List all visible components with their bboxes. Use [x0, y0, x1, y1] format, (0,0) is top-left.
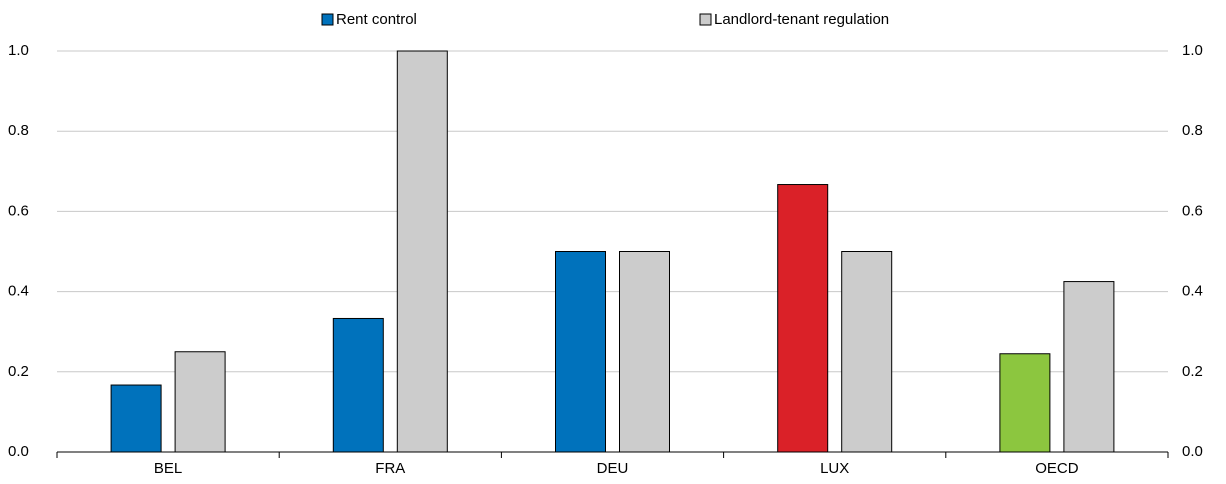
- bar: [174, 351, 226, 453]
- bar: [1063, 281, 1115, 453]
- x-tick-label: DEU: [597, 460, 629, 477]
- y2-tick-label: 0.4: [1182, 283, 1203, 300]
- y2-tick-label: 0.8: [1182, 122, 1203, 139]
- bar: [841, 251, 893, 453]
- y-tick-label: 0.8: [8, 122, 29, 139]
- legend-label: Landlord-tenant regulation: [714, 11, 889, 28]
- bar: [619, 251, 670, 453]
- legend-swatch: [321, 13, 334, 26]
- x-tick-label: LUX: [820, 460, 849, 477]
- bar: [110, 384, 162, 453]
- y-tick-label: 0.6: [8, 202, 29, 219]
- y2-tick-label: 0.0: [1182, 443, 1203, 460]
- bar: [332, 317, 384, 453]
- bar: [396, 50, 448, 453]
- legend-label: Rent control: [336, 11, 417, 28]
- y2-tick-label: 1.0: [1182, 42, 1203, 59]
- y-tick-label: 0.2: [8, 363, 29, 380]
- legend-swatch: [699, 13, 712, 26]
- x-tick-label: OECD: [1035, 460, 1079, 477]
- y-tick-label: 0.4: [8, 283, 29, 300]
- y-tick-label: 1.0: [8, 42, 29, 59]
- x-tick-label: FRA: [375, 460, 405, 477]
- bar: [999, 353, 1051, 453]
- bar: [777, 184, 829, 453]
- x-tick-label: BEL: [154, 460, 182, 477]
- y2-tick-label: 0.2: [1182, 363, 1203, 380]
- y-tick-label: 0.0: [8, 443, 29, 460]
- bar: [555, 251, 606, 453]
- y2-tick-label: 0.6: [1182, 202, 1203, 219]
